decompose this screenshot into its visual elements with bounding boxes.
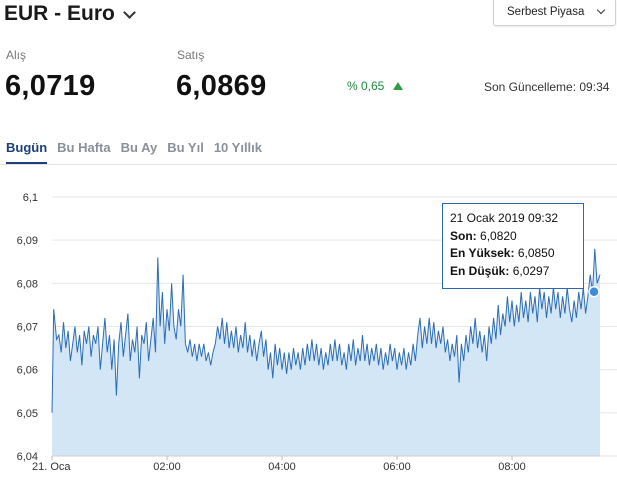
series-line <box>51 248 601 413</box>
tab-1[interactable]: Bu Hafta <box>57 140 111 155</box>
tab-2[interactable]: Bu Ay <box>120 140 158 155</box>
x-tick-label: 08:00 <box>498 461 526 473</box>
tooltip-last-value: 6,0820 <box>480 228 517 243</box>
tab-3[interactable]: Bu Yıl <box>167 140 204 155</box>
y-tick-label: 6,05 <box>17 408 38 420</box>
tooltip-last-label: Son: <box>450 228 477 243</box>
buy-value: 6,0719 <box>5 70 96 102</box>
y-tick-label: 6,09 <box>17 235 38 247</box>
chart-tooltip: 21 Ocak 2019 09:32 Son: 6,0820 En Yüksek… <box>442 203 584 289</box>
period-tabs: Bugün Bu Hafta Bu Ay Bu Yıl 10 Yıllık <box>6 140 272 164</box>
arrow-up-icon <box>393 82 404 90</box>
tooltip-low-value: 6,0297 <box>512 263 550 278</box>
hover-marker <box>588 285 600 298</box>
x-tick-label: 21. Oca <box>32 461 71 473</box>
tooltip-high-label: En Yüksek: <box>450 246 515 260</box>
x-tick-label: 02:00 <box>153 461 181 473</box>
market-select[interactable]: Serbest Piyasa <box>493 0 616 26</box>
change-indicator: % 0,65 <box>347 79 404 93</box>
x-tick-label: 06:00 <box>383 461 411 473</box>
tab-0[interactable]: Bugün <box>6 140 48 164</box>
tab-4[interactable]: 10 Yıllık <box>213 140 263 155</box>
sell-value: 6,0869 <box>176 70 267 102</box>
currency-selector[interactable]: EUR - Euro <box>4 2 136 26</box>
page-title: EUR - Euro <box>4 2 115 25</box>
y-tick-label: 6,07 <box>17 322 38 334</box>
sell-label: Satış <box>177 48 205 62</box>
y-tick-label: 6,1 <box>23 192 38 204</box>
chevron-down-icon <box>596 5 606 15</box>
tooltip-date: 21 Ocak 2019 09:32 <box>450 211 559 225</box>
change-percent: % 0,65 <box>347 79 385 93</box>
series-area <box>52 248 600 456</box>
divider <box>0 164 617 165</box>
tooltip-low-label: En Düşük: <box>450 263 510 278</box>
y-tick-label: 6,04 <box>17 451 38 463</box>
y-tick-label: 6,06 <box>17 365 38 377</box>
last-updated: Son Güncelleme: 09:34 <box>484 80 610 94</box>
y-tick-label: 6,08 <box>17 278 38 290</box>
chevron-down-icon <box>122 5 136 19</box>
buy-label: Alış <box>6 48 27 62</box>
tooltip-high-value: 6,0850 <box>517 246 555 260</box>
market-select-value: Serbest Piyasa <box>507 6 585 18</box>
x-tick-label: 04:00 <box>268 461 296 473</box>
